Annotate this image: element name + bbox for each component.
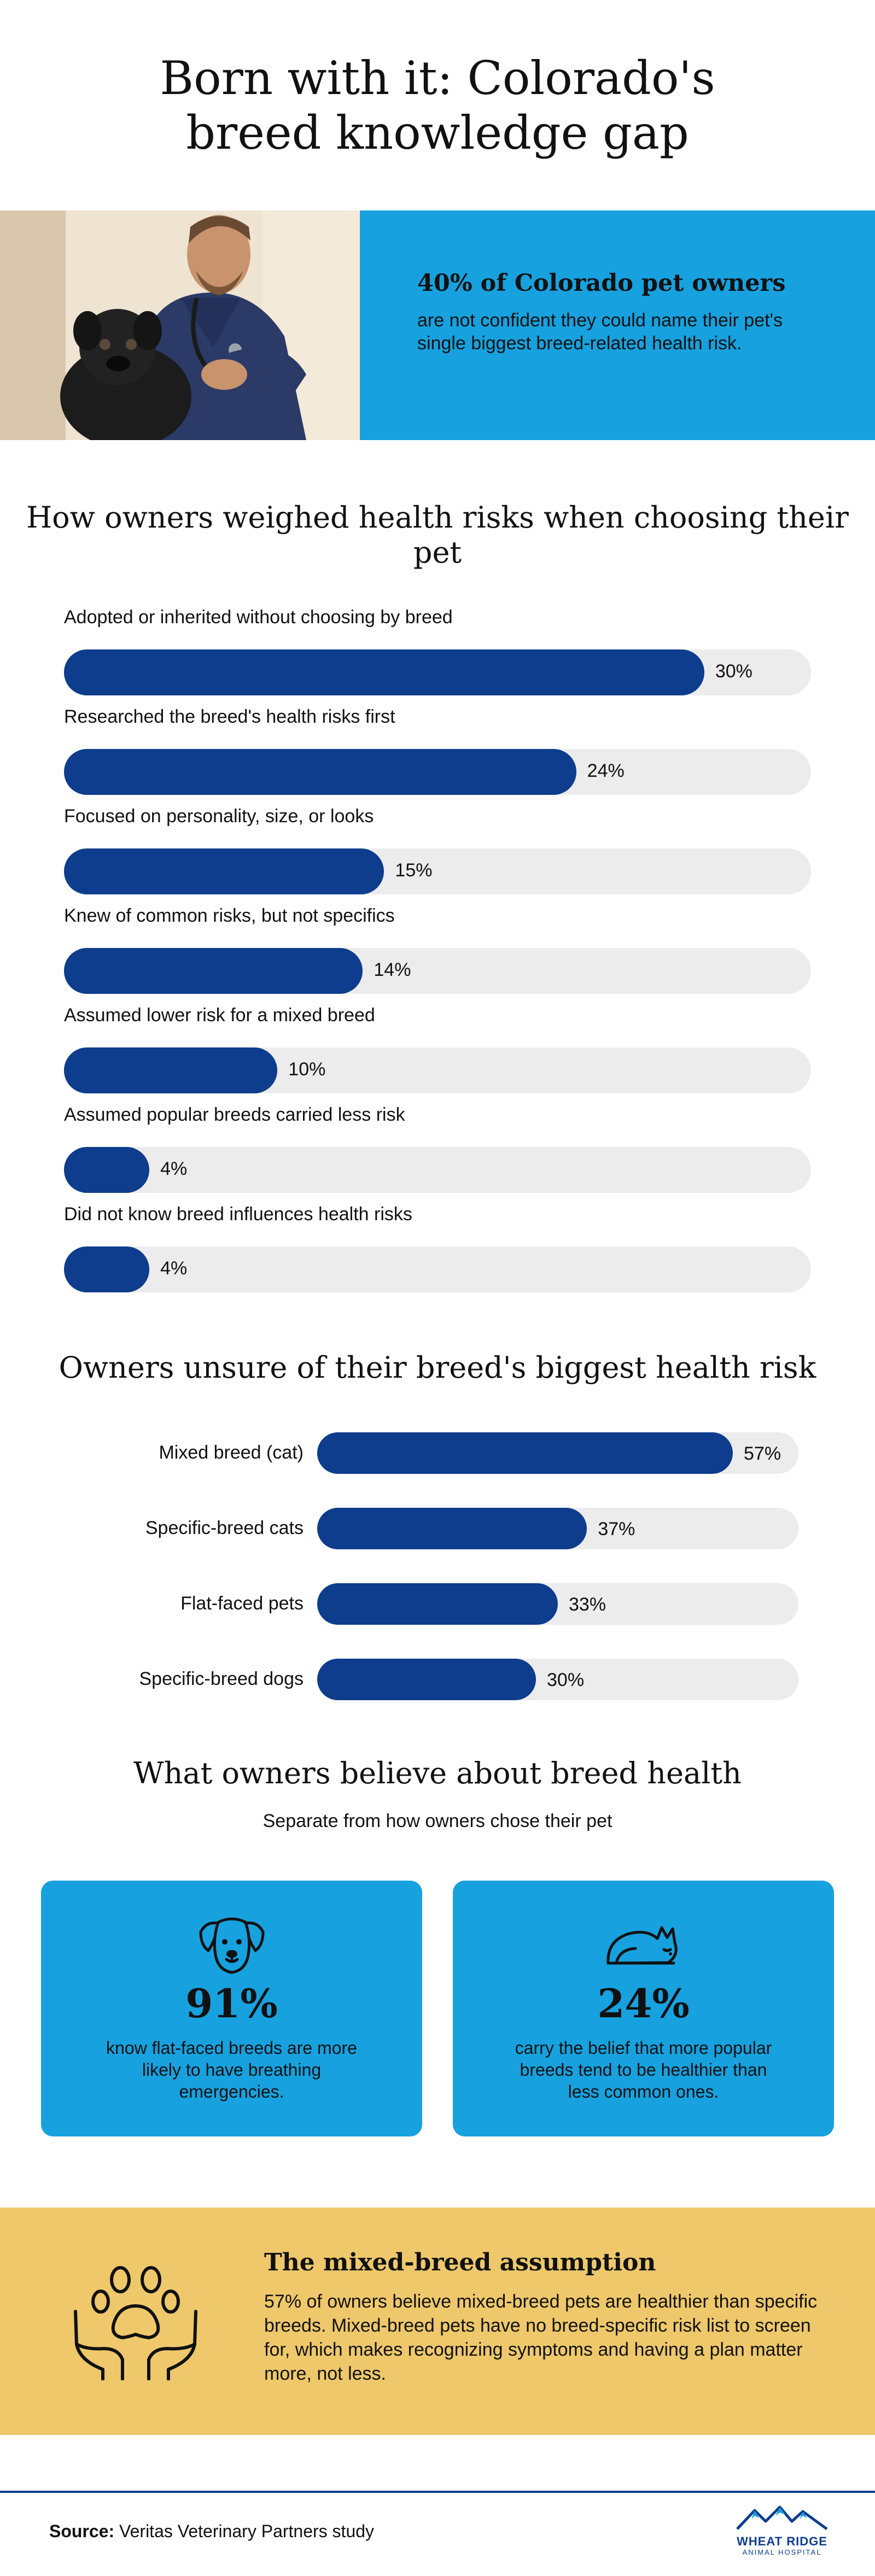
chart2-bar xyxy=(317,1659,536,1700)
belief-pct: 91% xyxy=(185,1980,278,2027)
chart2-value-label: 37% xyxy=(598,1519,635,1539)
chart2-bar-row: Specific-breed cats 37% xyxy=(0,1508,875,1552)
chart1-bar xyxy=(64,749,576,795)
mountain-logo-icon xyxy=(736,2505,828,2531)
hero-headline: 40% of Colorado pet owners xyxy=(417,270,786,297)
chart2-value-label: 57% xyxy=(744,1443,781,1464)
chart1-category-label: Assumed lower risk for a mixed breed xyxy=(64,1005,375,1026)
beliefs-title: What owners believe about breed health xyxy=(133,1756,742,1790)
chart1-bar-track: 4% xyxy=(64,1147,811,1193)
title-block: Born with it: Colorado's breed knowledge… xyxy=(0,0,875,210)
belief-text: know flat-faced breeds are more likely t… xyxy=(106,2038,357,2101)
chart1: Adopted or inherited without choosing by… xyxy=(0,607,875,1296)
belief-text: carry the belief that more popular breed… xyxy=(515,2038,772,2101)
chart2-bar-track: 37% xyxy=(317,1508,798,1549)
chart1-value-label: 15% xyxy=(395,860,433,881)
chart2-bar-row: Mixed breed (cat) 57% xyxy=(0,1432,875,1476)
dog-face-icon xyxy=(41,1911,422,1982)
chart1-category-label: Focused on personality, size, or looks xyxy=(64,806,374,827)
chart1-value-label: 4% xyxy=(160,1158,188,1179)
chart1-value-label: 24% xyxy=(587,760,625,781)
chart1-bar-track: 24% xyxy=(64,749,811,795)
page-title: Born with it: Colorado's breed knowledge… xyxy=(160,51,715,160)
chart1-bar-row: Assumed lower risk for a mixed breed 10% xyxy=(64,1005,811,1104)
hero-stat-panel: 40% of Colorado pet owners are not confi… xyxy=(360,210,875,440)
belief-card-popular-breeds: 24% carry the belief that more popular b… xyxy=(453,1881,834,2136)
chart2-category-label: Specific-breed dogs xyxy=(139,1668,304,1689)
chart1-value-label: 14% xyxy=(374,959,411,980)
chart2-value-label: 30% xyxy=(547,1670,585,1690)
vet-with-dog-illustration xyxy=(0,210,360,440)
chart2-bar xyxy=(317,1432,733,1474)
chart1-bar-track: 15% xyxy=(64,848,811,894)
beliefs-subtitle: Separate from how owners chose their pet xyxy=(262,1811,612,1831)
chart1-bar-row: Researched the breed's health risks firs… xyxy=(64,706,811,806)
wheat-ridge-logo: WHEAT RIDGE ANIMAL HOSPITAL xyxy=(733,2505,831,2565)
chart1-value-label: 4% xyxy=(160,1258,188,1279)
hero-photo xyxy=(0,210,360,440)
chart1-bar xyxy=(64,1246,150,1292)
chart2-category-label: Specific-breed cats xyxy=(145,1518,304,1538)
logo-subtitle: ANIMAL HOSPITAL xyxy=(742,2548,822,2556)
footer-source: Source: Veritas Veterinary Partners stud… xyxy=(49,2521,374,2542)
belief-pct: 24% xyxy=(597,1980,690,2027)
chart1-bar-track: 30% xyxy=(64,649,811,695)
chart1-value-label: 10% xyxy=(288,1059,326,1080)
chart2-bar-track: 57% xyxy=(317,1432,798,1474)
mixed-body: 57% of owners believe mixed-breed pets a… xyxy=(264,2291,818,2384)
chart1-title: How owners weighed health risks when cho… xyxy=(26,500,849,570)
chart2-category-label: Mixed breed (cat) xyxy=(159,1442,304,1463)
chart1-category-label: Researched the breed's health risks firs… xyxy=(64,706,395,727)
chart1-bar xyxy=(64,1147,150,1193)
chart1-bar xyxy=(64,1047,278,1093)
chart1-category-label: Adopted or inherited without choosing by… xyxy=(64,607,453,628)
chart1-category-label: Assumed popular breeds carried less risk xyxy=(64,1104,405,1125)
chart1-bar-track: 14% xyxy=(64,948,811,994)
chart1-bar-track: 10% xyxy=(64,1047,811,1093)
chart1-bar-row: Did not know breed influences health ris… xyxy=(64,1204,811,1303)
hero-section: 40% of Colorado pet owners are not confi… xyxy=(0,210,875,440)
source-text: Veritas Veterinary Partners study xyxy=(119,2521,375,2541)
chart1-bar-row: Focused on personality, size, or looks 15… xyxy=(64,806,811,905)
chart2-bar-row: Flat-faced pets 33% xyxy=(0,1583,875,1627)
chart1-bar xyxy=(64,848,384,894)
source-label: Source: xyxy=(49,2521,115,2541)
mixed-breed-callout: The mixed-breed assumption 57% of owners… xyxy=(0,2208,875,2435)
chart1-category-label: Knew of common risks, but not specifics xyxy=(64,905,395,926)
chart2-title: Owners unsure of their breed's biggest h… xyxy=(59,1350,816,1385)
chart1-bar-row: Knew of common risks, but not specifics 1… xyxy=(64,905,811,1005)
chart2-value-label: 33% xyxy=(569,1594,606,1615)
footer-divider xyxy=(0,2491,875,2493)
paw-in-hands-icon xyxy=(70,2262,201,2381)
chart1-value-label: 30% xyxy=(715,661,752,682)
chart1-bar-track: 4% xyxy=(64,1246,811,1292)
belief-card-flat-faced: 91% know flat-faced breeds are more like… xyxy=(41,1881,422,2136)
chart1-bar xyxy=(64,948,363,994)
chart2-bar-row: Specific-breed dogs 30% xyxy=(0,1659,875,1702)
chart2: Mixed breed (cat) 57% Specific-breed cats 3… xyxy=(0,1432,875,1706)
chart2-category-label: Flat-faced pets xyxy=(180,1593,304,1614)
chart1-bar xyxy=(64,649,704,695)
chart2-bar xyxy=(317,1583,558,1625)
logo-name: WHEAT RIDGE xyxy=(737,2534,827,2548)
chart1-bar-row: Adopted or inherited without choosing by… xyxy=(64,607,811,706)
chart2-bar xyxy=(317,1508,587,1549)
chart1-category-label: Did not know breed influences health ris… xyxy=(64,1204,412,1225)
chart1-bar-row: Assumed popular breeds carried less risk… xyxy=(64,1104,811,1204)
chart2-bar-track: 30% xyxy=(317,1659,798,1700)
chart2-bar-track: 33% xyxy=(317,1583,798,1625)
sleeping-cat-icon xyxy=(453,1911,834,1982)
hero-body: are not confident they could name their … xyxy=(417,310,783,354)
mixed-title: The mixed-breed assumption xyxy=(264,2249,656,2276)
